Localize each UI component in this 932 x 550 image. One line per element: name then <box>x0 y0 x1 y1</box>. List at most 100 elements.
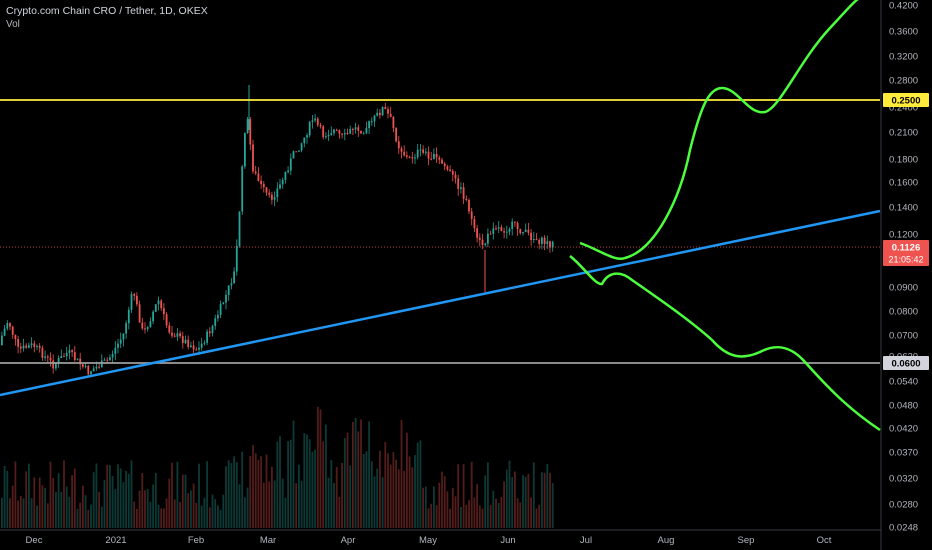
volume-bar <box>125 470 127 528</box>
candle-body <box>55 363 57 369</box>
x-tick-label: May <box>419 535 437 546</box>
candle-body <box>225 294 227 303</box>
y-tick-label: 0.1800 <box>889 155 918 166</box>
candle-body <box>433 153 435 160</box>
volume-bar <box>14 461 17 528</box>
candle-body <box>127 309 130 324</box>
volume-bar <box>457 464 460 528</box>
volume-bar <box>532 462 535 528</box>
candle-body <box>214 318 217 326</box>
volume-bar <box>546 464 549 528</box>
volume-bar <box>424 486 427 528</box>
candle-body <box>460 187 462 189</box>
volume-bar <box>392 452 395 528</box>
volume-bar <box>489 504 492 528</box>
volume-bar <box>306 434 308 528</box>
y-tick-label: 0.0320 <box>889 474 918 485</box>
candle-body <box>349 128 352 134</box>
trend-line[interactable] <box>0 209 881 397</box>
candle-body <box>125 323 127 334</box>
candle-body <box>168 325 171 333</box>
candle-body <box>487 233 489 244</box>
time-axis[interactable]: Dec 2021 Feb Mar Apr May Jun Jul Aug Sep Oct <box>0 529 881 546</box>
candle-body <box>441 159 443 164</box>
volume-bar <box>343 438 346 528</box>
volume-bar <box>79 502 82 528</box>
symbol-title[interactable]: Crypto.com Chain CRO / Tether, 1D, OKEX <box>6 5 208 17</box>
candle-body <box>227 285 230 295</box>
volume-bar <box>289 439 292 528</box>
y-tick-label: 0.0370 <box>889 448 918 459</box>
volume-bar <box>260 456 262 528</box>
volume-bar <box>92 472 95 528</box>
volume-bar <box>103 479 106 528</box>
volume-bar <box>519 502 522 528</box>
candle-body <box>82 364 84 367</box>
candle-body <box>303 137 306 144</box>
candle-body <box>295 151 298 153</box>
candle-body <box>505 231 508 233</box>
volume-bar <box>76 508 79 528</box>
volume-bar <box>503 481 505 528</box>
candle-body <box>292 151 295 159</box>
candle-body <box>38 345 41 348</box>
x-tick-label: Sep <box>738 535 755 546</box>
volume-bar <box>30 498 33 528</box>
candle-body <box>233 271 235 284</box>
price-axis[interactable]: 0.4200 0.3600 0.3200 0.2800 0.2400 0.2100 0.18… <box>880 0 918 550</box>
volume-bar <box>235 461 238 528</box>
candle-body <box>389 113 392 117</box>
volume-bar <box>90 504 92 528</box>
volume-bar <box>141 473 144 528</box>
candle-body <box>511 221 514 229</box>
volume-bar <box>349 465 352 528</box>
candle-body <box>222 302 225 304</box>
candle-body <box>457 178 460 189</box>
volume-bar <box>144 490 146 528</box>
y-tick-label: 0.4200 <box>889 1 918 12</box>
volume-bar <box>438 482 441 528</box>
candle-body <box>17 339 19 347</box>
candle-body <box>46 356 49 358</box>
candle-body <box>198 347 200 350</box>
candle-body <box>273 197 276 200</box>
candle-body <box>3 328 6 336</box>
volume-bar <box>192 483 195 528</box>
candle-body <box>319 124 322 127</box>
volume-bar <box>368 421 370 528</box>
candle-body <box>184 339 187 344</box>
volume-bar <box>370 461 373 528</box>
volume-bar <box>82 485 84 528</box>
volume-bar <box>435 505 438 528</box>
candle-body <box>379 112 381 116</box>
candle-body <box>376 112 379 116</box>
volume-bar <box>333 482 335 528</box>
candle-body <box>192 345 195 350</box>
candle-body <box>14 334 17 340</box>
volume-bar <box>373 476 376 528</box>
candle-body <box>333 129 335 134</box>
volume-bar <box>154 472 157 528</box>
y-tick-label: 0.0280 <box>889 500 918 511</box>
volume-bar <box>365 451 368 528</box>
candle-body <box>465 198 468 200</box>
volume-bar <box>241 451 244 528</box>
candle-body <box>524 229 527 232</box>
candle-body <box>530 232 532 241</box>
y-tick-label: 0.2400 <box>889 103 918 114</box>
candle-body <box>481 239 484 245</box>
volume-bar <box>514 471 516 528</box>
volume-bar <box>530 497 532 528</box>
candle-body <box>52 360 55 369</box>
price-label: 0.2500 <box>891 96 920 107</box>
volume-bars <box>1 406 554 528</box>
volume-bar <box>341 462 343 528</box>
candle-body <box>57 358 60 364</box>
bullish-projection[interactable] <box>579 0 862 261</box>
volume-bar <box>441 471 443 528</box>
bearish-projection[interactable] <box>569 255 881 432</box>
volume-bar <box>149 501 152 528</box>
candle-body <box>65 352 68 357</box>
candle-body <box>73 352 76 360</box>
